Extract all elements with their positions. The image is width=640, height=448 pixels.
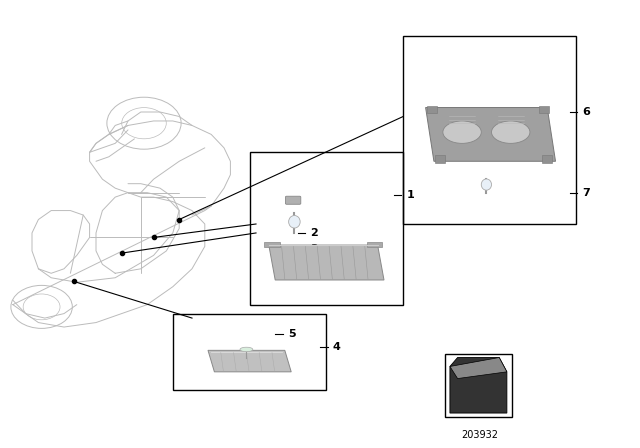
Text: 203932: 203932	[461, 430, 499, 439]
Ellipse shape	[289, 215, 300, 228]
Ellipse shape	[481, 179, 492, 190]
Polygon shape	[426, 108, 556, 161]
Polygon shape	[450, 358, 507, 379]
Bar	[403, 36, 576, 224]
FancyBboxPatch shape	[285, 196, 301, 204]
Polygon shape	[208, 350, 291, 372]
Ellipse shape	[492, 121, 530, 143]
Text: 5: 5	[288, 329, 296, 339]
Text: 3: 3	[310, 244, 318, 254]
Text: 1: 1	[406, 190, 414, 200]
Bar	[445, 354, 512, 417]
Polygon shape	[450, 358, 507, 413]
Bar	[542, 155, 552, 163]
Text: 4: 4	[333, 342, 340, 352]
Text: 7: 7	[582, 188, 590, 198]
Bar	[539, 106, 549, 113]
Bar	[264, 242, 280, 247]
Bar	[173, 314, 326, 390]
Text: 6: 6	[582, 107, 590, 117]
Ellipse shape	[240, 347, 253, 352]
Bar	[367, 242, 382, 247]
Bar	[427, 106, 437, 113]
Ellipse shape	[443, 121, 481, 143]
Bar	[250, 152, 403, 305]
Text: 2: 2	[310, 228, 318, 238]
Polygon shape	[269, 245, 384, 280]
Bar	[435, 155, 445, 163]
